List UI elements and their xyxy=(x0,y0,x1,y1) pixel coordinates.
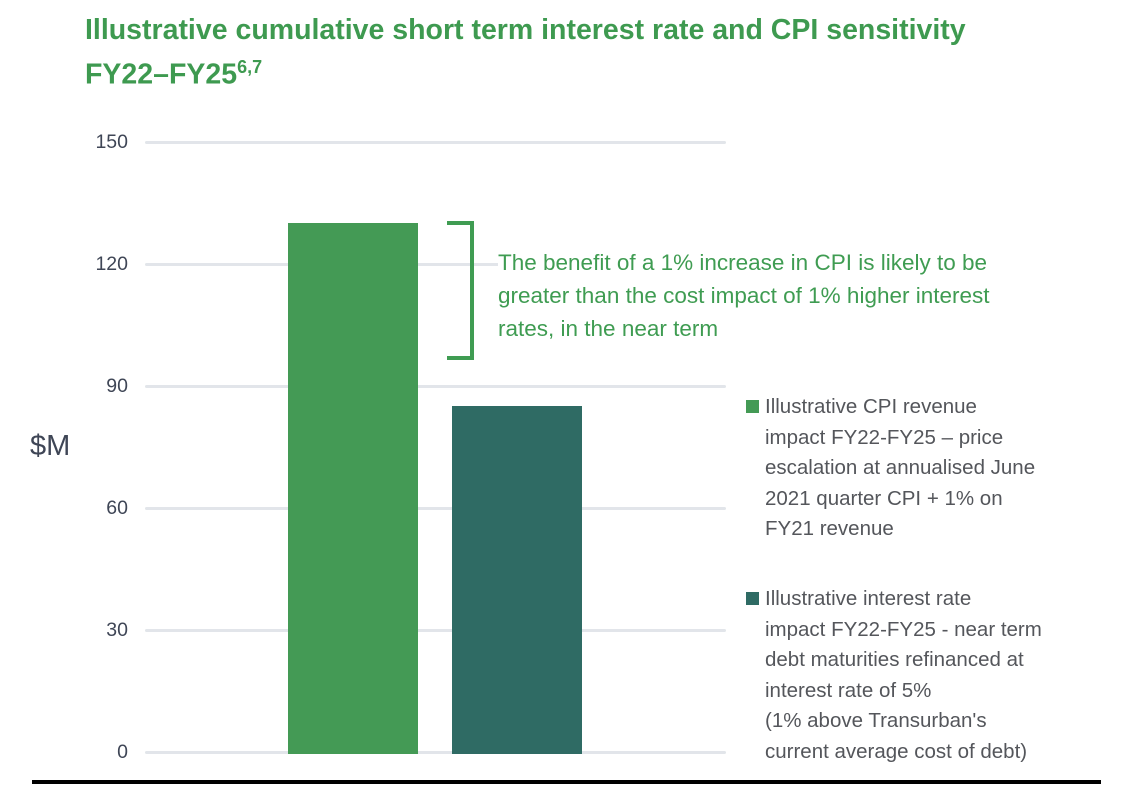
y-tick-label-30: 30 xyxy=(106,619,128,641)
y-tick-label-120: 120 xyxy=(95,253,128,275)
annotation-text: The benefit of a 1% increase in CPI is l… xyxy=(498,246,1083,345)
y-tick-label-0: 0 xyxy=(117,741,128,763)
gridline-0 xyxy=(145,750,726,754)
bracket-annotation-shape xyxy=(447,221,474,360)
gridline-90 xyxy=(145,384,726,388)
y-tick-label-90: 90 xyxy=(106,375,128,397)
legend-swatch-cpi xyxy=(746,400,759,413)
gridline-60 xyxy=(145,506,726,510)
gridline-150 xyxy=(145,140,726,144)
legend-label-cpi: Illustrative CPI revenue impact FY22-FY2… xyxy=(765,395,1036,540)
chart-title-line2: FY22–FY25 xyxy=(85,58,238,91)
bottom-divider-line xyxy=(32,780,1101,784)
legend-item-cpi: Illustrative CPI revenue impact FY22-FY2… xyxy=(746,392,1091,545)
legend-label-interest: Illustrative interest rate impact FY22-F… xyxy=(765,587,1042,763)
bar-interest-rate-impact xyxy=(452,406,582,754)
bar-cpi-revenue-impact xyxy=(288,223,418,754)
chart-title-line1: Illustrative cumulative short term inter… xyxy=(85,14,966,46)
chart-title: Illustrative cumulative short term inter… xyxy=(85,12,1085,94)
legend-swatch-interest xyxy=(746,592,759,605)
gridline-30 xyxy=(145,628,726,632)
legend-item-interest: Illustrative interest rate impact FY22-F… xyxy=(746,584,1091,767)
gridline-120 xyxy=(145,262,726,266)
footnote-reference: 6,7 xyxy=(237,57,263,77)
y-tick-label-150: 150 xyxy=(95,131,128,153)
y-axis-unit-label: $M xyxy=(30,430,71,462)
y-tick-label-60: 60 xyxy=(106,497,128,519)
